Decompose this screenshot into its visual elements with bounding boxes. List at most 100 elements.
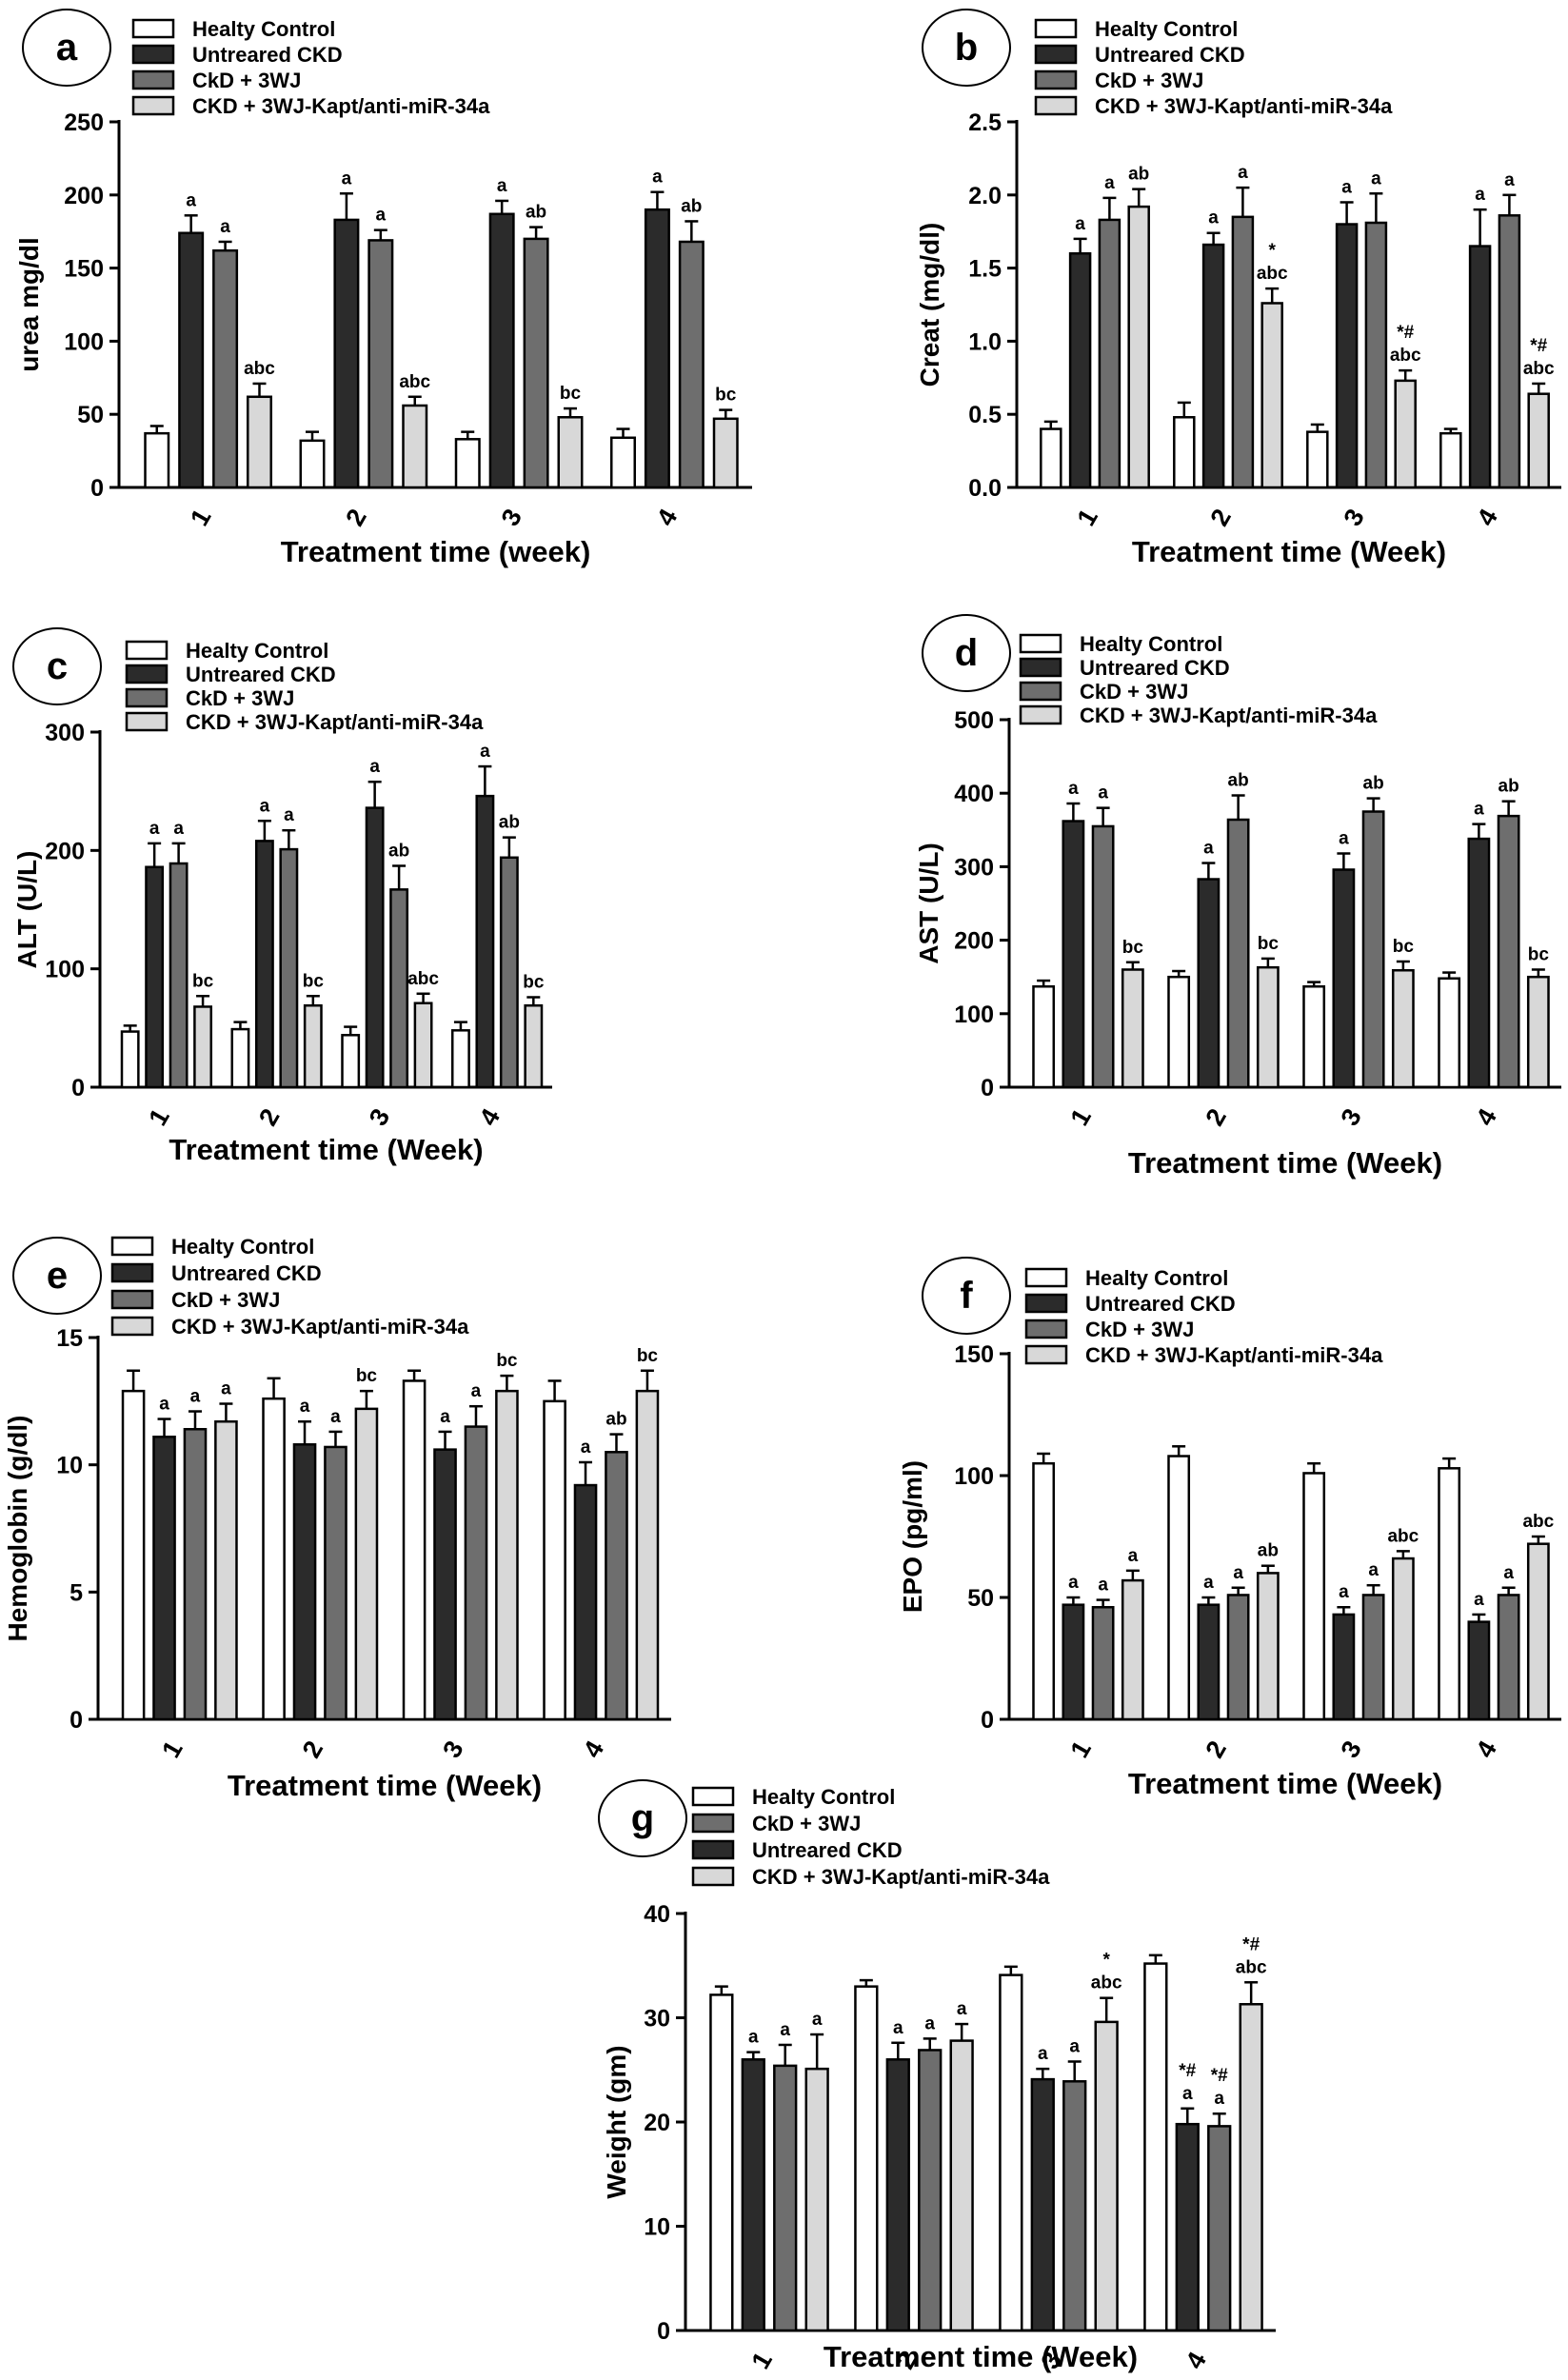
x-axis-label: Treatment time (Week) (228, 1769, 542, 1802)
bar (1068, 251, 1092, 489)
significance-label: a (1203, 1573, 1214, 1593)
bar (495, 1389, 519, 1721)
significance-label: abc (1387, 1526, 1419, 1546)
x-tick-label: 2 (1200, 1735, 1231, 1762)
bar (212, 248, 239, 489)
bar (741, 2058, 765, 2332)
y-axis-label: urea mg/dl (14, 237, 44, 372)
significance-label: a (220, 217, 230, 237)
bar (709, 1993, 734, 2332)
significance-label: a (1475, 185, 1485, 205)
significance-label: a (1368, 1560, 1379, 1580)
bar (1497, 814, 1520, 1089)
x-tick-label: 4 (474, 1103, 506, 1130)
legend-label: Healty Control (1095, 17, 1238, 41)
x-axis-label: Treatment time (Week) (169, 1133, 483, 1166)
legend-swatch (125, 640, 169, 661)
y-tick-label: 50 (77, 402, 104, 428)
significance-label: ab (1499, 777, 1519, 797)
significance-mark: *# (1530, 336, 1547, 356)
bar (1091, 1605, 1115, 1721)
bar (178, 231, 205, 489)
y-tick-label: 15 (56, 1325, 83, 1352)
significance-label: a (159, 1395, 169, 1415)
significance-mark: *# (1211, 2066, 1228, 2086)
significance-label: a (748, 2028, 759, 2048)
legend-swatch (131, 95, 175, 116)
bar (1527, 392, 1550, 489)
significance-mark: *# (1242, 1934, 1260, 1954)
bar (145, 865, 165, 1089)
bar (1302, 984, 1326, 1089)
x-tick-label: 1 (1064, 1103, 1096, 1130)
significance-label: a (497, 176, 507, 196)
bar (121, 1389, 146, 1721)
x-tick-label: 2 (1204, 504, 1236, 530)
bar (1032, 1461, 1056, 1721)
legend-label: CkD + 3WJ (192, 69, 301, 92)
bar (1332, 868, 1356, 1089)
bar (1468, 245, 1492, 489)
bar (1167, 1455, 1191, 1721)
x-tick-label: 3 (1338, 504, 1369, 530)
bar (365, 806, 385, 1089)
legend-label: Untreared CKD (186, 663, 336, 686)
bar (1197, 878, 1221, 1089)
bar (1361, 1594, 1385, 1721)
legend-label: CKD + 3WJ-Kapt/anti-miR-34a (752, 1865, 1050, 1889)
significance-label: bc (192, 971, 214, 991)
bar (292, 1443, 317, 1721)
panel-circle (598, 1779, 687, 1857)
bar (1231, 215, 1255, 489)
bar (254, 840, 274, 1089)
bar (1167, 975, 1191, 1089)
y-axis-label: EPO (pg/ml) (898, 1460, 927, 1613)
bar (804, 2067, 829, 2332)
x-tick-label: 2 (340, 504, 371, 530)
x-tick-label: 3 (437, 1735, 468, 1762)
y-axis-label: Weight (gm) (602, 2045, 631, 2198)
legend-label: Healty Control (1080, 632, 1222, 656)
bar (169, 862, 189, 1089)
y-tick-label: 100 (954, 1463, 994, 1490)
bar (1438, 977, 1461, 1089)
bar (1175, 2122, 1200, 2332)
bar (524, 1003, 544, 1089)
significance-label: abc (1091, 1973, 1122, 1993)
panel-label: f (960, 1275, 973, 1317)
significance-label: a (1203, 839, 1214, 859)
bar (1098, 218, 1121, 489)
bar (333, 218, 360, 489)
x-tick-label: 1 (1064, 1735, 1096, 1762)
legend-label: Healty Control (1085, 1266, 1228, 1290)
y-tick-label: 40 (644, 1901, 670, 1928)
y-tick-label: 100 (64, 328, 104, 355)
bar (918, 2049, 943, 2332)
x-tick-label: 3 (496, 504, 527, 530)
significance-label: a (260, 796, 270, 816)
bar (303, 1003, 323, 1089)
significance-label: ab (388, 841, 409, 861)
bar (999, 1973, 1023, 2332)
significance-label: a (652, 168, 663, 188)
bar (773, 2064, 798, 2332)
significance-label: abc (1257, 264, 1288, 284)
significance-label: a (893, 2018, 903, 2038)
significance-mark: *# (1179, 2061, 1196, 2081)
x-axis-label: Treatment time (Week) (1128, 1767, 1442, 1800)
panel-g: g Healty Control CkD + 3WJ Untreared CKD CKD… (598, 1779, 1276, 2374)
significance-label: bc (560, 384, 582, 404)
significance-label: a (1341, 177, 1352, 197)
significance-label: a (780, 2020, 790, 2040)
significance-label: a (1339, 829, 1349, 849)
x-tick-label: 3 (364, 1103, 395, 1130)
bar (324, 1445, 347, 1721)
legend-label: CkD + 3WJ (186, 686, 294, 710)
bar (230, 1027, 250, 1089)
bar (1121, 1578, 1144, 1721)
legend-swatch (110, 1236, 154, 1257)
x-tick-label: 4 (1471, 504, 1502, 530)
x-tick-label: 2 (1200, 1103, 1231, 1130)
bar (341, 1034, 361, 1089)
significance-label: a (1474, 800, 1484, 820)
